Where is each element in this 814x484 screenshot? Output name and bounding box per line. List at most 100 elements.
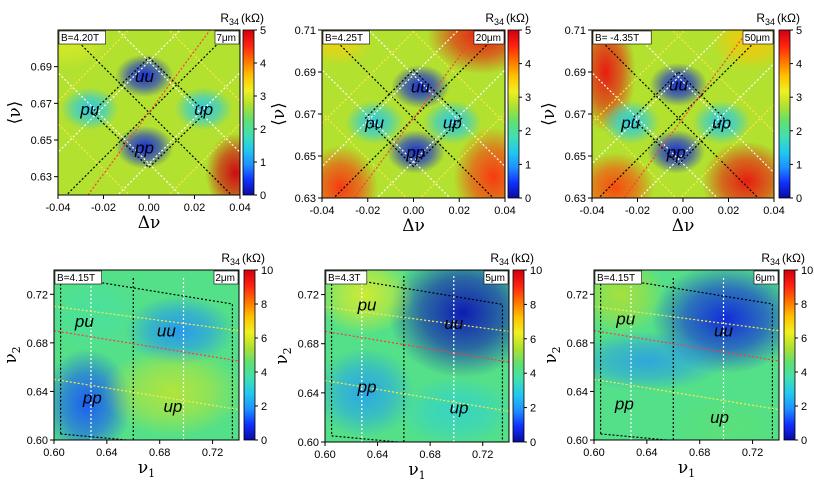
resistance-minimum bbox=[649, 62, 708, 107]
y-tick-label: 0.69 bbox=[295, 67, 316, 79]
size-label: 6μm bbox=[755, 273, 775, 284]
colorbar-title: R34 (kΩ) bbox=[220, 11, 264, 27]
colorbar-tick-label: 4 bbox=[530, 368, 536, 380]
x-tick-label: 0.72 bbox=[742, 447, 763, 459]
x-tick-label: 0.72 bbox=[472, 449, 493, 461]
resistance-minimum bbox=[692, 100, 751, 145]
heatmap-region bbox=[592, 152, 655, 198]
colorbar-tick-label: 2 bbox=[261, 401, 267, 413]
x-tick-label: 0.04 bbox=[494, 205, 515, 217]
y-tick-label: 0.64 bbox=[567, 386, 588, 398]
y-tick-label: 0.64 bbox=[27, 386, 48, 398]
y-tick-label: 0.67 bbox=[565, 109, 586, 121]
x-tick-label: 0.64 bbox=[636, 447, 657, 459]
heatmap bbox=[592, 30, 774, 198]
y-axis-label: ν2 bbox=[541, 346, 563, 363]
colorbar-tick-label: 1 bbox=[260, 157, 266, 169]
region-label-pu: pu bbox=[615, 310, 635, 329]
x-tick-label: 0.02 bbox=[184, 202, 205, 214]
x-tick-label: 0.00 bbox=[403, 205, 424, 217]
region-label-uu: uu bbox=[444, 314, 463, 333]
colorbar-tick-label: 0 bbox=[260, 190, 266, 202]
region-label-up: up bbox=[712, 113, 731, 132]
colorbar-tick-label: 8 bbox=[261, 299, 267, 311]
colorbar-tick-label: 4 bbox=[525, 59, 531, 71]
colorbar bbox=[512, 269, 525, 443]
x-tick-label: 0.04 bbox=[763, 205, 784, 217]
colorbar bbox=[778, 29, 791, 199]
size-label: 2μm bbox=[215, 273, 235, 284]
heatmap-region bbox=[671, 397, 779, 440]
colorbar-tick-label: 10 bbox=[801, 265, 813, 277]
size-label-box bbox=[742, 30, 774, 45]
colorbar-title: R34 (kΩ) bbox=[221, 251, 265, 267]
boundary-diamond bbox=[91, 56, 207, 169]
colorbar bbox=[783, 269, 796, 441]
x-tick-label: 0.68 bbox=[149, 447, 170, 459]
x-axis-label: Δν bbox=[402, 216, 425, 236]
field-label-box bbox=[325, 270, 368, 285]
heatmap-region bbox=[396, 376, 509, 442]
colorbar-tick-label: 2 bbox=[260, 124, 266, 136]
y-tick-label: 0.67 bbox=[295, 109, 316, 121]
boundary-parallelogram bbox=[600, 275, 773, 440]
panel-bottom-middle: pu uu pp up B=4.3T 5μm 0.60 0.64 0.68 0.72 0.60 0.6… bbox=[272, 251, 542, 482]
heatmap bbox=[594, 270, 779, 440]
panel-bottom-right: pu uu pp up B=4.15T 6μm 0.60 0.64 0.68 0.72 0.60 0.… bbox=[541, 251, 813, 480]
x-tick-label: -0.02 bbox=[355, 205, 380, 217]
colorbar-tick-label: 4 bbox=[261, 367, 267, 379]
region-label-pp: pp bbox=[82, 389, 102, 408]
size-label: 20μm bbox=[476, 33, 501, 44]
colorbar-tick-label: 10 bbox=[261, 265, 273, 277]
resistance-minimum bbox=[174, 87, 233, 131]
colorbar-tick-label: 4 bbox=[796, 59, 802, 71]
x-tick-label: 0.60 bbox=[583, 447, 604, 459]
region-label-uu: uu bbox=[135, 67, 154, 86]
x-tick-label: 0.64 bbox=[96, 447, 117, 459]
resistance-minimum bbox=[386, 129, 446, 174]
colorbar-tick-label: 0 bbox=[796, 193, 802, 205]
region-label-up: up bbox=[450, 399, 469, 418]
y-tick-label: 0.69 bbox=[565, 67, 586, 79]
guide-line bbox=[54, 305, 239, 332]
colorbar-tick-label: 2 bbox=[796, 126, 802, 138]
size-label: 50μm bbox=[745, 33, 770, 44]
colorbar-tick-label: 0 bbox=[801, 435, 807, 447]
resistance-minimum bbox=[388, 270, 509, 378]
x-tick-label: 0.02 bbox=[449, 205, 470, 217]
colorbar-tick-label: 2 bbox=[525, 126, 531, 138]
resistance-minimum bbox=[647, 129, 706, 174]
region-label-pp: pp bbox=[405, 143, 425, 162]
y-tick-label: 0.65 bbox=[295, 151, 316, 163]
x-axis-label: Δν bbox=[672, 216, 695, 236]
high-resistance-region bbox=[453, 127, 505, 198]
colorbar-tick-label: 5 bbox=[796, 25, 802, 37]
colorbar-tick-label: 5 bbox=[525, 25, 531, 37]
y-tick-label: 0.63 bbox=[31, 172, 52, 184]
x-axis-label: ν1 bbox=[408, 460, 425, 482]
colorbar-tick-label: 2 bbox=[530, 403, 536, 415]
y-axis-label: ⟨ν⟩ bbox=[539, 102, 559, 126]
colorbar-tick-label: 3 bbox=[525, 92, 531, 104]
resistance-minimum bbox=[391, 64, 450, 109]
guide-line bbox=[54, 330, 239, 362]
colorbar bbox=[242, 29, 255, 196]
y-tick-label: 0.68 bbox=[27, 338, 48, 350]
region-label-pu: pu bbox=[74, 312, 94, 331]
size-label-box bbox=[753, 270, 779, 285]
size-label: 7μm bbox=[216, 33, 236, 44]
boundary-parallelogram bbox=[330, 275, 504, 442]
y-tick-label: 0.68 bbox=[298, 339, 319, 351]
guide-line bbox=[54, 378, 239, 411]
x-axis-label: ν1 bbox=[678, 458, 695, 480]
region-label-up: up bbox=[194, 100, 213, 119]
y-tick-label: 0.72 bbox=[298, 290, 319, 302]
region-label-pp: pp bbox=[134, 138, 154, 157]
field-label: B=4.15T bbox=[57, 273, 95, 284]
y-tick-label: 0.71 bbox=[295, 25, 316, 37]
x-tick-label: 0.68 bbox=[419, 449, 440, 461]
size-label-box bbox=[214, 30, 240, 45]
y-tick-label: 0.60 bbox=[567, 435, 588, 447]
guide-line bbox=[594, 378, 779, 411]
